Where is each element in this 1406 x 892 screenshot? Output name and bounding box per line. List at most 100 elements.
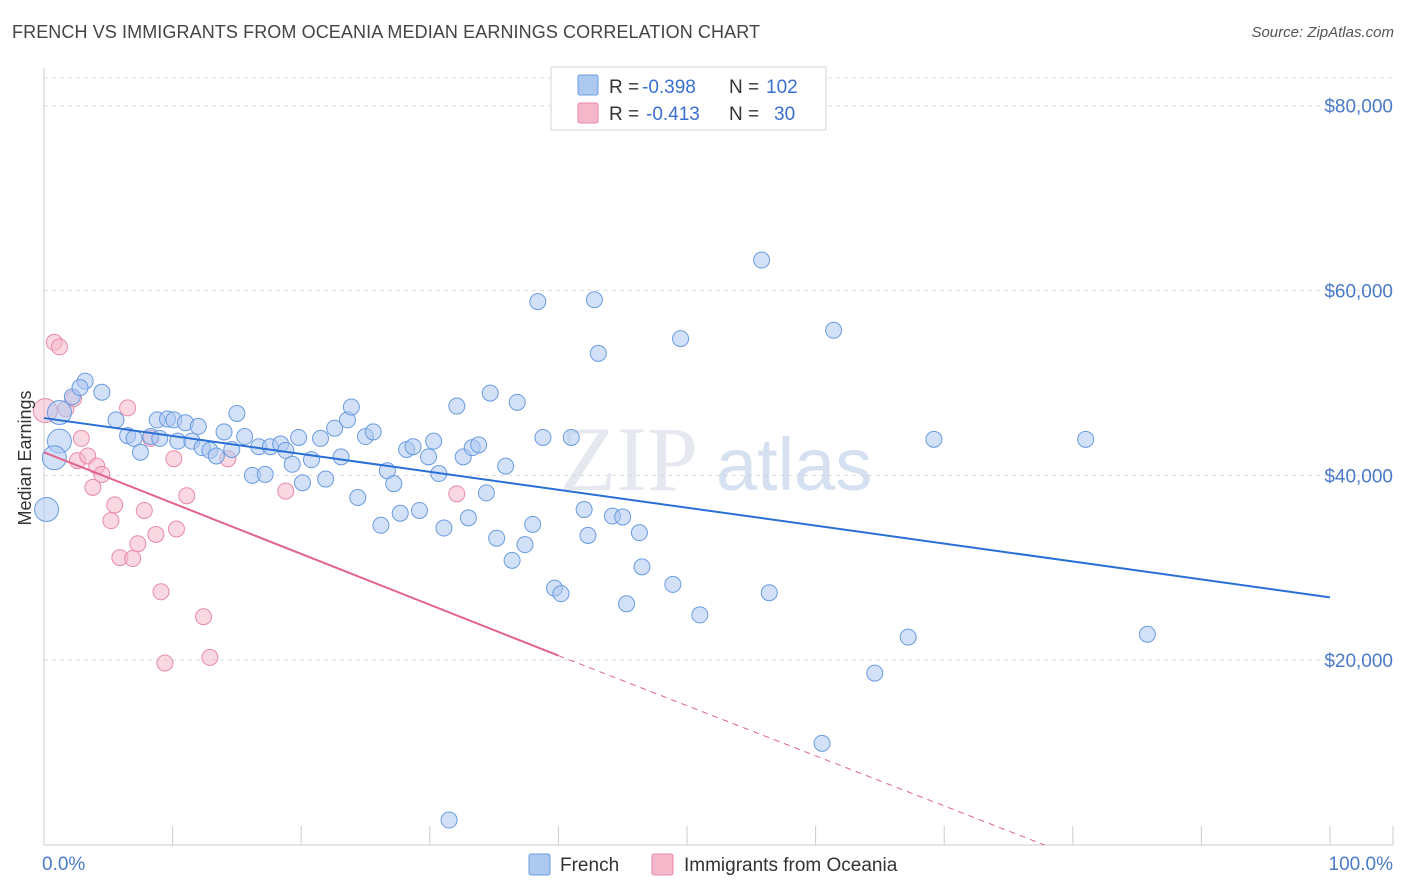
french-point — [385, 475, 403, 493]
french-point — [866, 664, 884, 682]
x-tick-label-max: 100.0% — [1329, 854, 1394, 875]
french-point — [440, 811, 458, 829]
french-point — [516, 536, 534, 554]
french-point — [1077, 430, 1095, 448]
oceania-point — [124, 550, 142, 568]
oceania-point — [194, 608, 212, 626]
oceania-point — [135, 501, 153, 519]
french-point — [562, 428, 580, 446]
french-point — [470, 436, 488, 454]
french-point — [207, 447, 225, 465]
french-point — [1138, 625, 1156, 643]
legend-n-label-oceania: N = — [729, 104, 759, 125]
french-point — [411, 501, 429, 519]
french-point — [391, 504, 409, 522]
oceania-point — [106, 496, 124, 514]
french-point — [228, 404, 246, 422]
axes — [43, 68, 1394, 846]
french-point — [107, 411, 125, 429]
legend-n-value-french: 102 — [766, 77, 798, 98]
french-point — [256, 465, 274, 483]
legend-r-value-oceania: -0.413 — [646, 104, 700, 125]
french-point — [404, 438, 422, 456]
french-trend-line — [43, 417, 1331, 599]
trend-lines — [43, 417, 1331, 846]
chart-title: FRENCH VS IMMIGRANTS FROM OCEANIA MEDIAN… — [12, 22, 761, 42]
french-point — [614, 508, 632, 526]
oceania-point — [119, 399, 137, 417]
french-point — [131, 443, 149, 461]
french-point — [481, 384, 499, 402]
french-point — [93, 383, 111, 401]
watermark-zip: ZIP — [560, 408, 698, 510]
french-point — [672, 330, 690, 348]
french-point — [524, 515, 542, 533]
watermark-atlas: atlas — [716, 423, 872, 506]
legend-r-value-french: -0.398 — [642, 77, 696, 98]
legend-n-value-oceania: 30 — [774, 104, 795, 125]
french-point — [71, 379, 89, 397]
oceania-point — [50, 338, 68, 356]
french-point — [579, 526, 597, 544]
french-point — [477, 484, 495, 502]
oceania-point — [277, 482, 295, 500]
french-point — [497, 457, 515, 475]
french-point — [529, 293, 547, 311]
french-point — [189, 417, 207, 435]
french-point — [317, 470, 335, 488]
french-point — [552, 585, 570, 603]
french-point — [925, 430, 943, 448]
french-point — [664, 575, 682, 593]
french-point — [342, 398, 360, 416]
french-point — [503, 551, 521, 569]
french-point — [420, 448, 438, 466]
french-point — [585, 291, 603, 309]
french-point — [290, 428, 308, 446]
grid-lines — [44, 77, 1393, 661]
french-point — [293, 474, 311, 492]
french-point — [349, 489, 367, 507]
y-tick-label: $60,000 — [1324, 282, 1393, 303]
oceania-point — [178, 487, 196, 505]
legend-r-label-oceania: R = — [609, 104, 639, 125]
legend-swatch-oceania — [577, 102, 599, 124]
french-point — [41, 445, 67, 471]
y-tick-label: $20,000 — [1324, 651, 1393, 672]
french-point — [425, 432, 443, 450]
oceania-point — [152, 583, 170, 601]
bottom-legend-label-french: French — [560, 855, 619, 876]
y-tick-label: $40,000 — [1324, 466, 1393, 487]
source-label: Source: ZipAtlas.com — [1251, 24, 1394, 41]
y-tick-label: $80,000 — [1324, 97, 1393, 118]
french-point — [372, 516, 390, 534]
series-french-points — [34, 251, 1156, 829]
french-point — [326, 419, 344, 437]
french-point — [332, 448, 350, 466]
french-point — [311, 429, 329, 447]
oceania-point — [147, 526, 165, 544]
french-point — [813, 734, 831, 752]
french-point — [364, 423, 382, 441]
french-point — [633, 558, 651, 576]
bottom-legend-label-oceania: Immigrants from Oceania — [684, 855, 898, 876]
french-point — [575, 501, 593, 519]
french-point — [630, 524, 648, 542]
oceania-point — [448, 485, 466, 503]
french-point — [899, 628, 917, 646]
oceania-point — [165, 450, 183, 468]
french-point — [435, 519, 453, 537]
french-point — [448, 397, 466, 415]
bottom-legend: French Immigrants from Oceania — [528, 853, 898, 876]
oceania-point — [102, 512, 120, 530]
oceania-point — [72, 429, 90, 447]
bottom-legend-swatch-oceania — [651, 853, 674, 876]
y-axis-label: Median Earnings — [15, 390, 35, 525]
oceania-trend-extension — [558, 655, 1045, 846]
french-point — [753, 251, 771, 269]
french-point — [508, 393, 526, 411]
french-point — [283, 455, 301, 473]
oceania-point — [167, 520, 185, 538]
oceania-trend-line — [43, 451, 559, 657]
french-point — [236, 428, 254, 446]
